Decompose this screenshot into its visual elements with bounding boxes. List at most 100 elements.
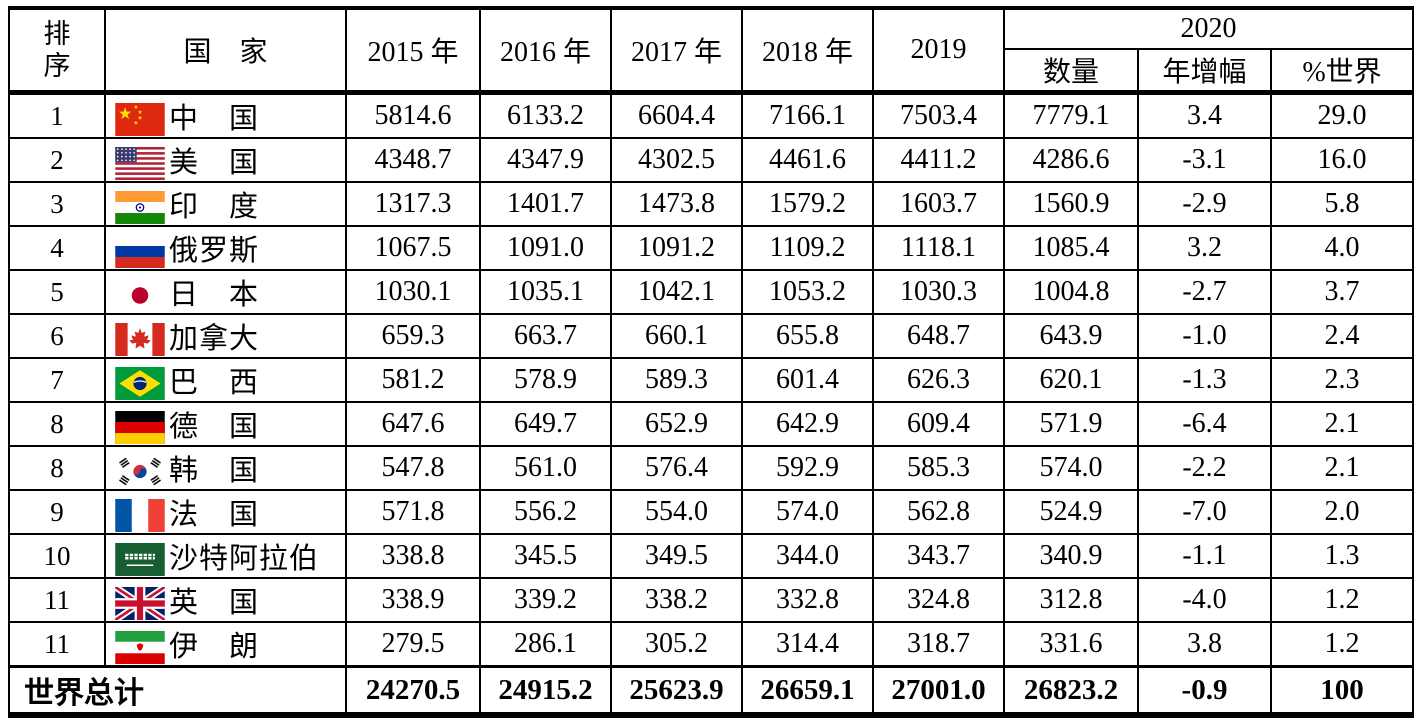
value-cell: 556.2 <box>479 489 612 535</box>
value-cell: 286.1 <box>479 621 612 668</box>
country-name: 德 国 <box>169 411 260 443</box>
value-cell: -7.0 <box>1137 489 1272 535</box>
total-2015: 24270.5 <box>345 665 481 716</box>
rank-cell: 11 <box>8 577 106 623</box>
country-cell: 英 国 <box>104 577 347 623</box>
value-cell: 4348.7 <box>345 137 481 183</box>
value-cell: -4.0 <box>1137 577 1272 623</box>
total-2017: 25623.9 <box>610 665 743 716</box>
rank-cell: 8 <box>8 445 106 491</box>
rank-cell: 10 <box>8 533 106 579</box>
header-annual-growth: 年增幅 <box>1137 48 1272 95</box>
value-cell: 4.0 <box>1270 225 1414 271</box>
value-cell: 561.0 <box>479 445 612 491</box>
header-rank-line1: 排 <box>43 18 71 49</box>
value-cell: 574.0 <box>741 489 874 535</box>
value-cell: 578.9 <box>479 357 612 403</box>
value-cell: 7779.1 <box>1003 91 1139 139</box>
country-cell: 加拿大 <box>104 313 347 359</box>
value-cell: 1473.8 <box>610 181 743 227</box>
value-cell: 4302.5 <box>610 137 743 183</box>
value-cell: 344.0 <box>741 533 874 579</box>
value-cell: 1004.8 <box>1003 269 1139 315</box>
header-country: 国 家 <box>104 7 347 95</box>
value-cell: 648.7 <box>872 313 1005 359</box>
value-cell: 3.4 <box>1137 91 1272 139</box>
country-cell: 日 本 <box>104 269 347 315</box>
rank-cell: 9 <box>8 489 106 535</box>
value-cell: -2.9 <box>1137 181 1272 227</box>
country-name: 法 国 <box>169 499 260 531</box>
value-cell: 3.8 <box>1137 621 1272 668</box>
country-name: 日 本 <box>169 279 260 311</box>
china-flag-icon <box>115 103 165 136</box>
value-cell: 6604.4 <box>610 91 743 139</box>
header-year-2017: 2017 年 <box>610 7 743 95</box>
value-cell: 4461.6 <box>741 137 874 183</box>
header-2020-group: 2020 <box>1003 7 1414 50</box>
value-cell: 1053.2 <box>741 269 874 315</box>
value-cell: 5814.6 <box>345 91 481 139</box>
germany-flag-icon <box>115 411 165 444</box>
total-2020-growth: -0.9 <box>1137 665 1272 716</box>
value-cell: 324.8 <box>872 577 1005 623</box>
saudi-arabia-flag-icon <box>115 543 165 576</box>
value-cell: 589.3 <box>610 357 743 403</box>
value-cell: 524.9 <box>1003 489 1139 535</box>
value-cell: 554.0 <box>610 489 743 535</box>
value-cell: 576.4 <box>610 445 743 491</box>
world-total-row: 世界总计 24270.5 24915.2 25623.9 26659.1 270… <box>8 665 1414 716</box>
value-cell: 2.0 <box>1270 489 1414 535</box>
value-cell: 7503.4 <box>872 91 1005 139</box>
value-cell: 571.9 <box>1003 401 1139 447</box>
value-cell: 643.9 <box>1003 313 1139 359</box>
value-cell: 332.8 <box>741 577 874 623</box>
india-flag-icon <box>115 191 165 224</box>
rank-cell: 7 <box>8 357 106 403</box>
value-cell: 1.2 <box>1270 621 1414 668</box>
total-2016: 24915.2 <box>479 665 612 716</box>
value-cell: 1067.5 <box>345 225 481 271</box>
country-name: 巴 西 <box>169 367 260 399</box>
total-2020-quantity: 26823.2 <box>1003 665 1139 716</box>
south-korea-flag-icon <box>115 455 165 488</box>
value-cell: 571.8 <box>345 489 481 535</box>
value-cell: -3.1 <box>1137 137 1272 183</box>
country-cell: 俄罗斯 <box>104 225 347 271</box>
value-cell: 3.7 <box>1270 269 1414 315</box>
value-cell: 340.9 <box>1003 533 1139 579</box>
rank-cell: 5 <box>8 269 106 315</box>
value-cell: 642.9 <box>741 401 874 447</box>
value-cell: 652.9 <box>610 401 743 447</box>
value-cell: 1.2 <box>1270 577 1414 623</box>
table-row: 2 美 国 4348.7 4347.9 4302.5 4461.6 4411.2 4286.6… <box>8 137 1414 183</box>
value-cell: 2.1 <box>1270 445 1414 491</box>
country-cell: 印 度 <box>104 181 347 227</box>
rank-cell: 2 <box>8 137 106 183</box>
header-rank-line2: 序 <box>43 51 71 81</box>
value-cell: 601.4 <box>741 357 874 403</box>
value-cell: 4411.2 <box>872 137 1005 183</box>
table-row: 8 韩 国 547.8 561.0 576.4 592.9 585.3 574.0 -2.2 2.… <box>8 445 1414 491</box>
value-cell: 574.0 <box>1003 445 1139 491</box>
value-cell: 1035.1 <box>479 269 612 315</box>
country-ranking-table: 排序 国 家 2015 年 2016 年 2017 年 2018 年 2019 … <box>8 6 1414 718</box>
canada-flag-icon <box>115 323 165 356</box>
value-cell: 339.2 <box>479 577 612 623</box>
country-name: 俄罗斯 <box>169 235 260 267</box>
table-row: 11 英 国 338.9 339.2 338.2 332.8 324.8 312.8 -4.0 1… <box>8 577 1414 623</box>
value-cell: 1579.2 <box>741 181 874 227</box>
value-cell: 609.4 <box>872 401 1005 447</box>
total-2018: 26659.1 <box>741 665 874 716</box>
value-cell: 1091.2 <box>610 225 743 271</box>
value-cell: 655.8 <box>741 313 874 359</box>
value-cell: 4347.9 <box>479 137 612 183</box>
value-cell: 620.1 <box>1003 357 1139 403</box>
country-cell: 巴 西 <box>104 357 347 403</box>
brazil-flag-icon <box>115 367 165 400</box>
value-cell: 338.9 <box>345 577 481 623</box>
value-cell: 1560.9 <box>1003 181 1139 227</box>
country-name: 美 国 <box>169 147 260 179</box>
country-cell: 韩 国 <box>104 445 347 491</box>
